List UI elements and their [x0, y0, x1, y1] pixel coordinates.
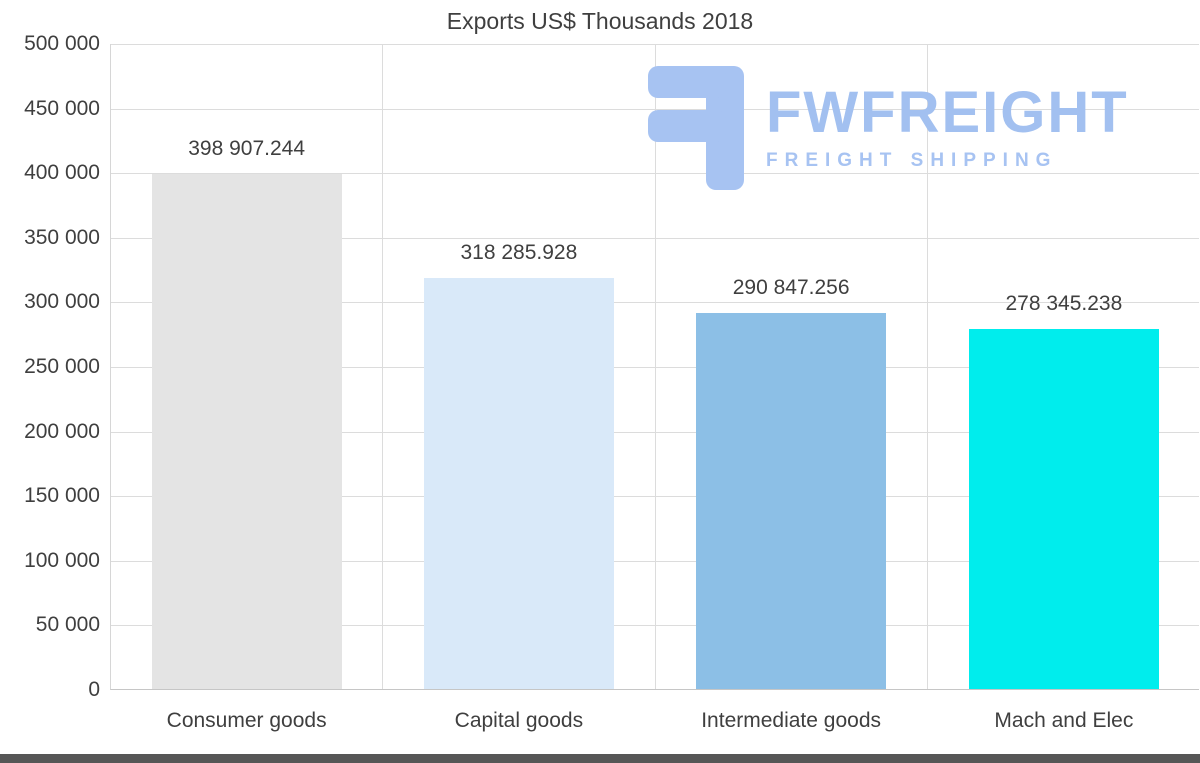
category-column: 290 847.256 Intermediate goods [656, 44, 928, 732]
y-axis-tick-label: 0 [88, 678, 100, 701]
bar-value-label: 398 907.244 [188, 136, 306, 160]
x-axis-category-label: Capital goods [454, 709, 584, 732]
y-axis-tick-label: 100 000 [24, 548, 100, 572]
plot-area: 398 907.244 Consumer goods 318 285.928 Capi… [110, 44, 1200, 732]
category-column: 318 285.928 Capital goods [383, 44, 656, 732]
y-axis-tick-label: 200 000 [24, 419, 100, 443]
x-axis-category-label: Mach and Elec [994, 709, 1134, 732]
y-axis-tick-label: 350 000 [24, 225, 100, 249]
category-column: 278 345.238 Mach and Elec [928, 44, 1200, 732]
y-axis-tick-label: 500 000 [24, 32, 100, 55]
chart-title: Exports US$ Thousands 2018 [446, 8, 754, 34]
bar-consumer-goods [151, 173, 342, 689]
x-axis-category-label: Consumer goods [166, 709, 327, 732]
y-axis-tick-label: 50 000 [35, 613, 100, 637]
bar-value-label: 318 285.928 [460, 240, 578, 264]
category-column: 398 907.244 Consumer goods [111, 44, 384, 732]
x-axis-category-label: Intermediate goods [701, 709, 882, 732]
bar-intermediate-goods [696, 313, 887, 689]
y-axis-tick-label: 400 000 [24, 161, 100, 185]
y-axis-tick-label: 150 000 [24, 484, 100, 508]
bar-value-label: 278 345.238 [1005, 292, 1123, 316]
y-axis-tick-label: 250 000 [24, 355, 100, 378]
bar-value-label: 290 847.256 [732, 276, 850, 300]
bar-mach-and-elec [968, 329, 1159, 689]
bottom-edge [0, 754, 1200, 763]
bar-capital-goods [423, 277, 614, 689]
y-axis-tick-label: 450 000 [24, 96, 100, 120]
y-axis-tick-label: 300 000 [24, 290, 100, 314]
